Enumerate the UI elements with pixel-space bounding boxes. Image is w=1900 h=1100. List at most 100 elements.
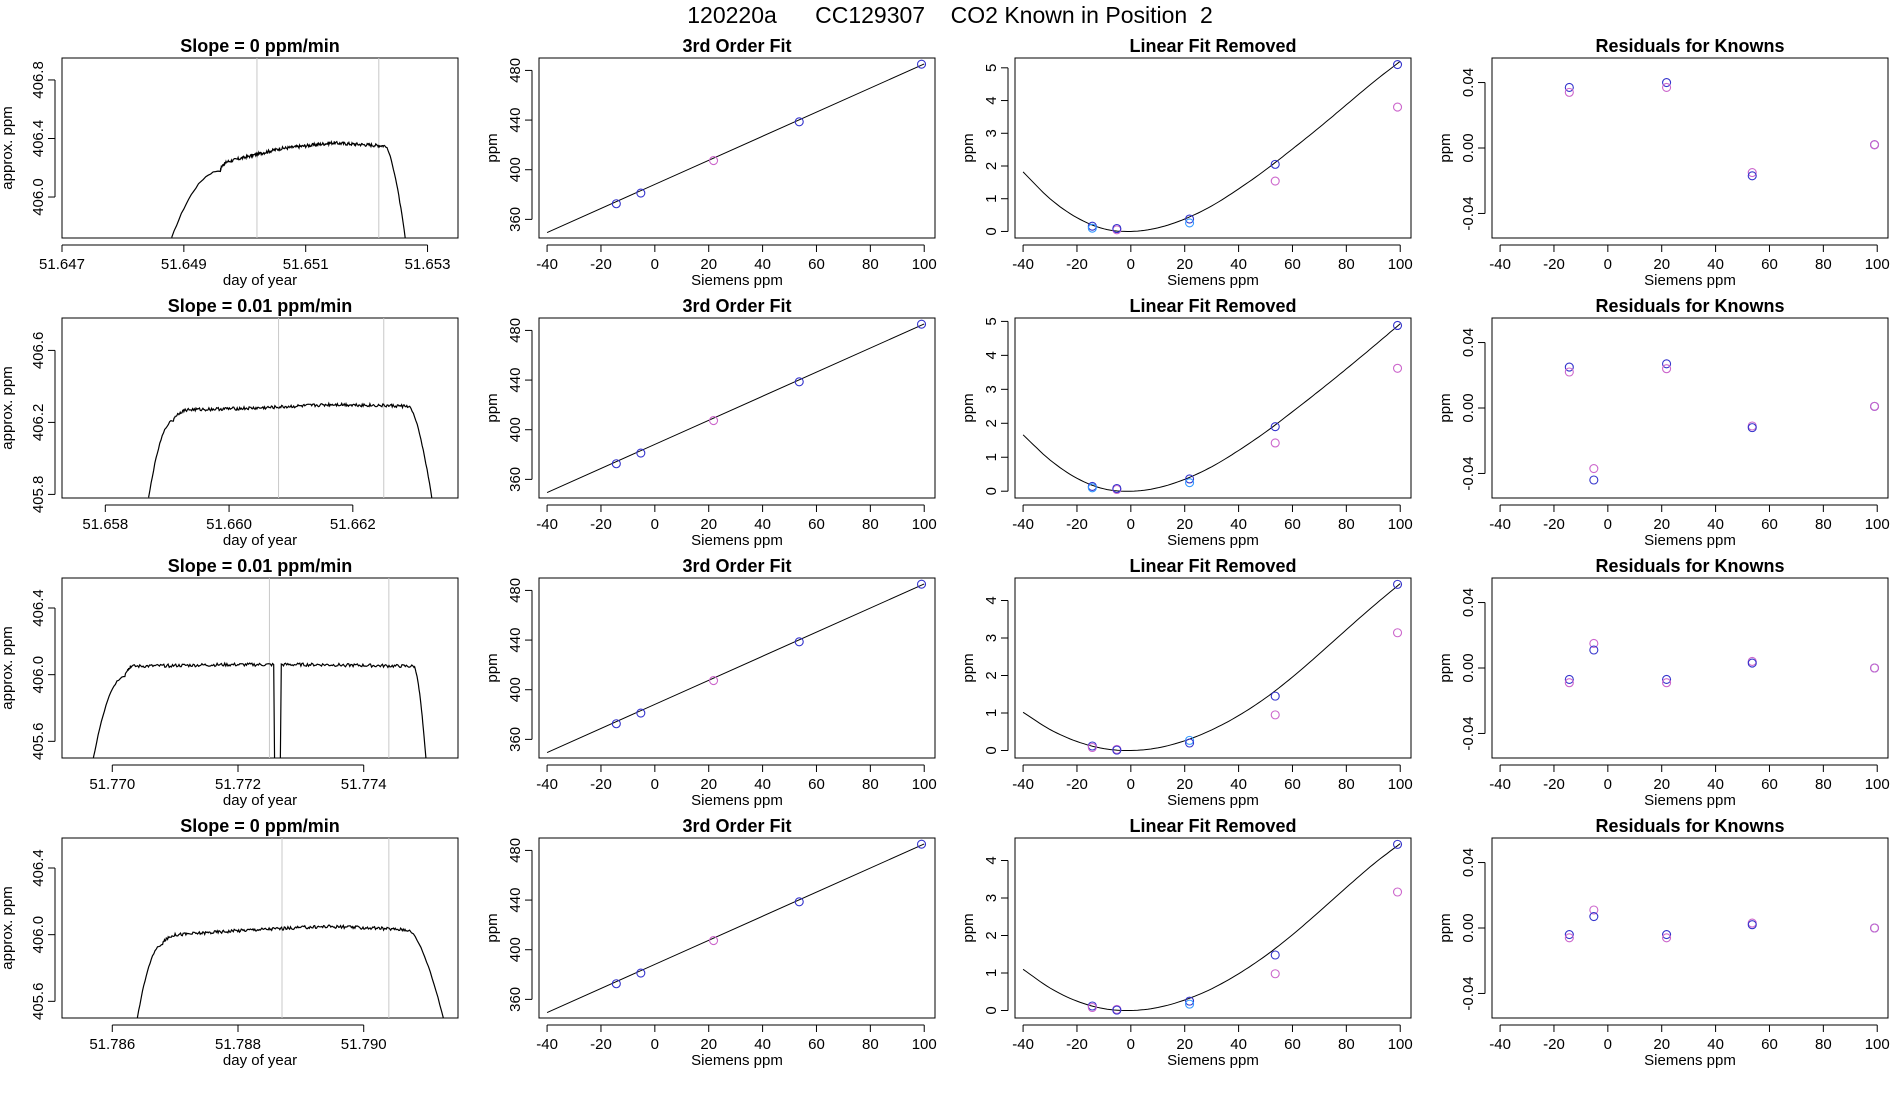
data-point [1185, 735, 1195, 745]
plot-frame [1491, 837, 1889, 1019]
data-point [1869, 923, 1880, 933]
x-tick-label: 80 [862, 516, 879, 533]
y-tick-label: 3 [983, 634, 1000, 642]
fit-curve [1022, 323, 1401, 492]
x-tick-label: 100 [1388, 256, 1413, 273]
y-tick-label: 0.04 [1460, 588, 1477, 617]
x-tick-label: 60 [808, 1036, 825, 1053]
x-tick-label: 0 [651, 256, 659, 273]
x-tick-label: 51.770 [89, 776, 135, 793]
x-tick-label: -40 [1489, 256, 1511, 273]
x-tick-label: -40 [536, 256, 558, 273]
y-tick-label: 400 [507, 937, 524, 962]
y-tick-label: 5 [983, 317, 1000, 325]
data-point [1087, 742, 1097, 753]
plot-area [1022, 60, 1401, 232]
x-tick-label: 20 [700, 516, 717, 533]
plot-area [92, 578, 427, 758]
x-tick-label: 80 [1815, 776, 1832, 793]
x-tick-label: 0 [1127, 776, 1135, 793]
chart-panel-r2c1: Slope = 0.01 ppm/min 51.658 51.660 51.662 da… [0, 296, 459, 549]
data-point [1185, 214, 1195, 224]
x-tick-label: 20 [700, 256, 717, 273]
plot-frame [538, 57, 936, 239]
x-tick-label: 100 [912, 776, 937, 793]
x-axis-label: Siemens ppm [1167, 792, 1259, 809]
data-point [1270, 176, 1280, 186]
chart-panel-r1c2: 3rd Order Fit -40 -20 0 20 40 60 80 100 Siemens p… [484, 36, 937, 289]
y-tick-label: 440 [507, 628, 524, 653]
x-tick-label: 80 [1338, 1036, 1355, 1053]
plot-area [1022, 843, 1401, 1011]
x-axis-label: Siemens ppm [691, 1052, 783, 1069]
x-tick-label: 20 [1176, 1036, 1193, 1053]
y-tick-label: 480 [507, 578, 524, 603]
x-tick-label: 100 [1865, 1036, 1890, 1053]
fit-curve [1022, 843, 1401, 1011]
plot-frame [1014, 57, 1412, 239]
x-axis-label: Siemens ppm [1644, 1052, 1736, 1069]
data-point [1112, 745, 1122, 755]
y-tick-label: 1 [983, 453, 1000, 461]
x-tick-label: 60 [1284, 256, 1301, 273]
x-tick-label: 40 [1230, 1036, 1247, 1053]
y-axis-label: ppm [960, 393, 977, 422]
plot-frame [61, 837, 459, 1019]
data-point [794, 377, 804, 387]
series-line [136, 923, 444, 1018]
data-point [611, 459, 621, 469]
data-point [1270, 422, 1280, 432]
x-tick-label: -40 [1012, 1036, 1034, 1053]
x-tick-label: 60 [1761, 776, 1778, 793]
y-tick-label: 440 [507, 368, 524, 393]
x-tick-label: 0 [1127, 256, 1135, 273]
y-tick-label: 406.4 [30, 120, 47, 158]
x-tick-label: -20 [590, 776, 612, 793]
x-tick-label: 60 [808, 516, 825, 533]
data-point [1662, 678, 1672, 688]
chart-panel-r3c3: Linear Fit Removed-40 -20 0 20 40 60 80 100Siem… [960, 556, 1413, 809]
data-point [1185, 999, 1195, 1009]
x-tick-label: 100 [1865, 256, 1890, 273]
chart-title: Residuals for Knowns [1595, 296, 1784, 316]
data-point [1589, 645, 1599, 655]
plot-area [1022, 323, 1401, 492]
chart-panel-r1c3: Linear Fit Removed-40 -20 0 20 40 60 80 100Siem… [960, 36, 1413, 289]
x-tick-label: -20 [1543, 516, 1565, 533]
chart-title: 3rd Order Fit [682, 556, 791, 576]
y-tick-label: 360 [507, 727, 524, 752]
data-point [1662, 359, 1672, 369]
x-axis-label: Siemens ppm [691, 272, 783, 289]
y-tick-label: 3 [983, 385, 1000, 393]
data-point [1564, 678, 1574, 688]
y-tick-label: 360 [507, 467, 524, 492]
y-axis-label: approx. ppm [0, 886, 16, 969]
y-tick-label: 405.8 [30, 476, 47, 514]
data-point [1747, 423, 1757, 433]
plot-frame [1014, 317, 1412, 499]
y-tick-label: 440 [507, 108, 524, 133]
x-tick-label: 80 [862, 776, 879, 793]
x-tick-label: 60 [1284, 776, 1301, 793]
x-tick-label: 100 [1388, 776, 1413, 793]
x-tick-label: 40 [754, 256, 771, 273]
page-title: 120220a CC129307 CO2 Known in Position 2 [687, 2, 1213, 28]
data-point [636, 448, 646, 458]
data-point [1662, 77, 1672, 88]
chart-panel-r3c4: Residuals for Knowns -40 -20 0 20 40 60 80 100 Si… [1437, 556, 1890, 809]
data-point [1392, 839, 1403, 849]
x-axis-label: Siemens ppm [1167, 272, 1259, 289]
data-point [1589, 638, 1599, 649]
y-tick-label: 3 [983, 894, 1000, 902]
data-point [1869, 401, 1880, 411]
data-point [1087, 1002, 1097, 1013]
plot-area [1022, 583, 1401, 751]
data-point [709, 675, 719, 686]
chart-title: Linear Fit Removed [1129, 36, 1296, 56]
chart-title: 3rd Order Fit [682, 296, 791, 316]
fit-curve [546, 583, 925, 753]
y-tick-label: -0.04 [1460, 716, 1477, 750]
plot-frame [61, 317, 459, 499]
data-point [1087, 483, 1097, 493]
